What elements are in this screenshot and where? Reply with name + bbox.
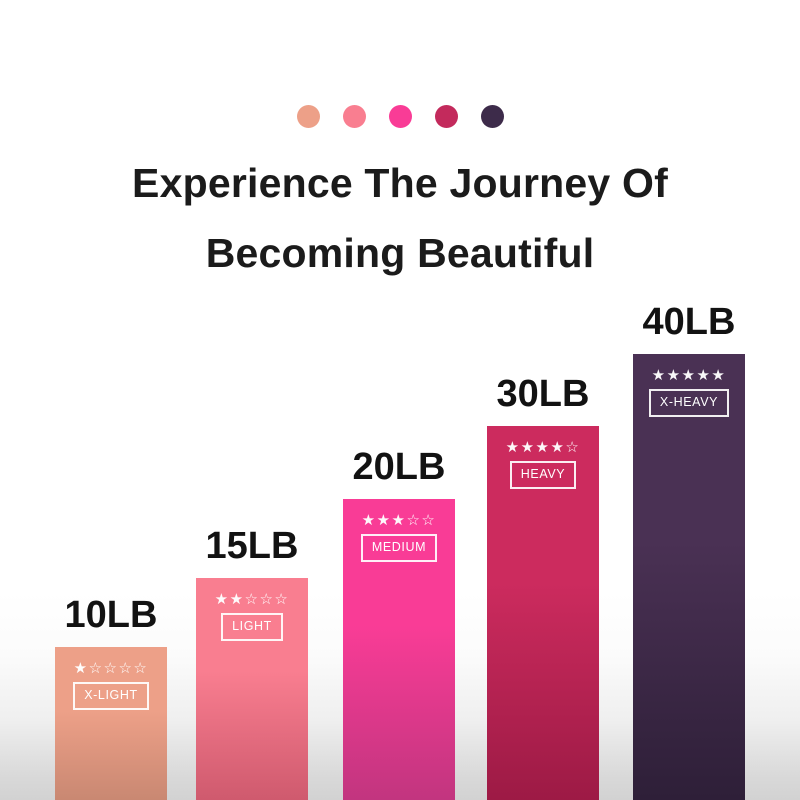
color-swatch-row	[0, 105, 800, 128]
bar-column[interactable]: ★☆☆☆☆ X-LIGHT	[55, 647, 167, 800]
resistance-level-badge: LIGHT	[221, 613, 283, 641]
bar-content: ★★★☆☆ MEDIUM	[343, 513, 455, 562]
star-rating-icon: ★☆☆☆☆	[73, 660, 149, 677]
dot-x-light-icon	[296, 105, 320, 128]
bar-column[interactable]: ★★☆☆☆ LIGHT	[196, 578, 308, 800]
bar-group[interactable]: 10LB ★☆☆☆☆ X-LIGHT	[55, 587, 167, 800]
bar-weight-label: 20LB	[352, 446, 446, 488]
bar-content: ★★☆☆☆ LIGHT	[196, 592, 308, 641]
bar-weight-label: 15LB	[205, 525, 299, 567]
bar-group[interactable]: 40LB ★★★★★ X-HEAVY	[633, 294, 745, 800]
bar-column[interactable]: ★★★★★ X-HEAVY	[633, 354, 745, 800]
star-rating-icon: ★★☆☆☆	[214, 591, 290, 608]
bar-weight-label: 10LB	[64, 594, 158, 636]
bar-column[interactable]: ★★★☆☆ MEDIUM	[343, 499, 455, 800]
bar-weight-label: 40LB	[642, 301, 736, 343]
star-rating-icon: ★★★★★	[651, 367, 727, 384]
bar-content: ★★★★★ X-HEAVY	[633, 368, 745, 417]
bar-group[interactable]: 20LB ★★★☆☆ MEDIUM	[343, 439, 455, 800]
bar-group[interactable]: 15LB ★★☆☆☆ LIGHT	[196, 518, 308, 800]
bar-group[interactable]: 30LB ★★★★☆ HEAVY	[487, 366, 599, 800]
resistance-level-badge: HEAVY	[509, 461, 577, 489]
resistance-level-badge: X-LIGHT	[73, 682, 149, 710]
bar-weight-label: 30LB	[496, 373, 590, 415]
bar-content: ★★★★☆ HEAVY	[487, 440, 599, 489]
resistance-level-badge: MEDIUM	[360, 534, 438, 562]
resistance-level-badge: X-HEAVY	[648, 389, 730, 417]
dot-heavy-icon	[434, 105, 458, 128]
star-rating-icon: ★★★☆☆	[361, 512, 437, 529]
dot-x-heavy-icon	[480, 105, 504, 128]
star-rating-icon: ★★★★☆	[505, 439, 581, 456]
page-title-line-2: Becoming Beautiful	[205, 230, 595, 276]
dot-light-icon	[342, 105, 366, 128]
page-title: Experience The Journey Of Becoming Beaut…	[0, 148, 800, 288]
dot-medium-icon	[388, 105, 412, 128]
bar-content: ★☆☆☆☆ X-LIGHT	[55, 661, 167, 710]
bar-column[interactable]: ★★★★☆ HEAVY	[487, 426, 599, 800]
page-title-line-1: Experience The Journey Of	[132, 160, 668, 206]
